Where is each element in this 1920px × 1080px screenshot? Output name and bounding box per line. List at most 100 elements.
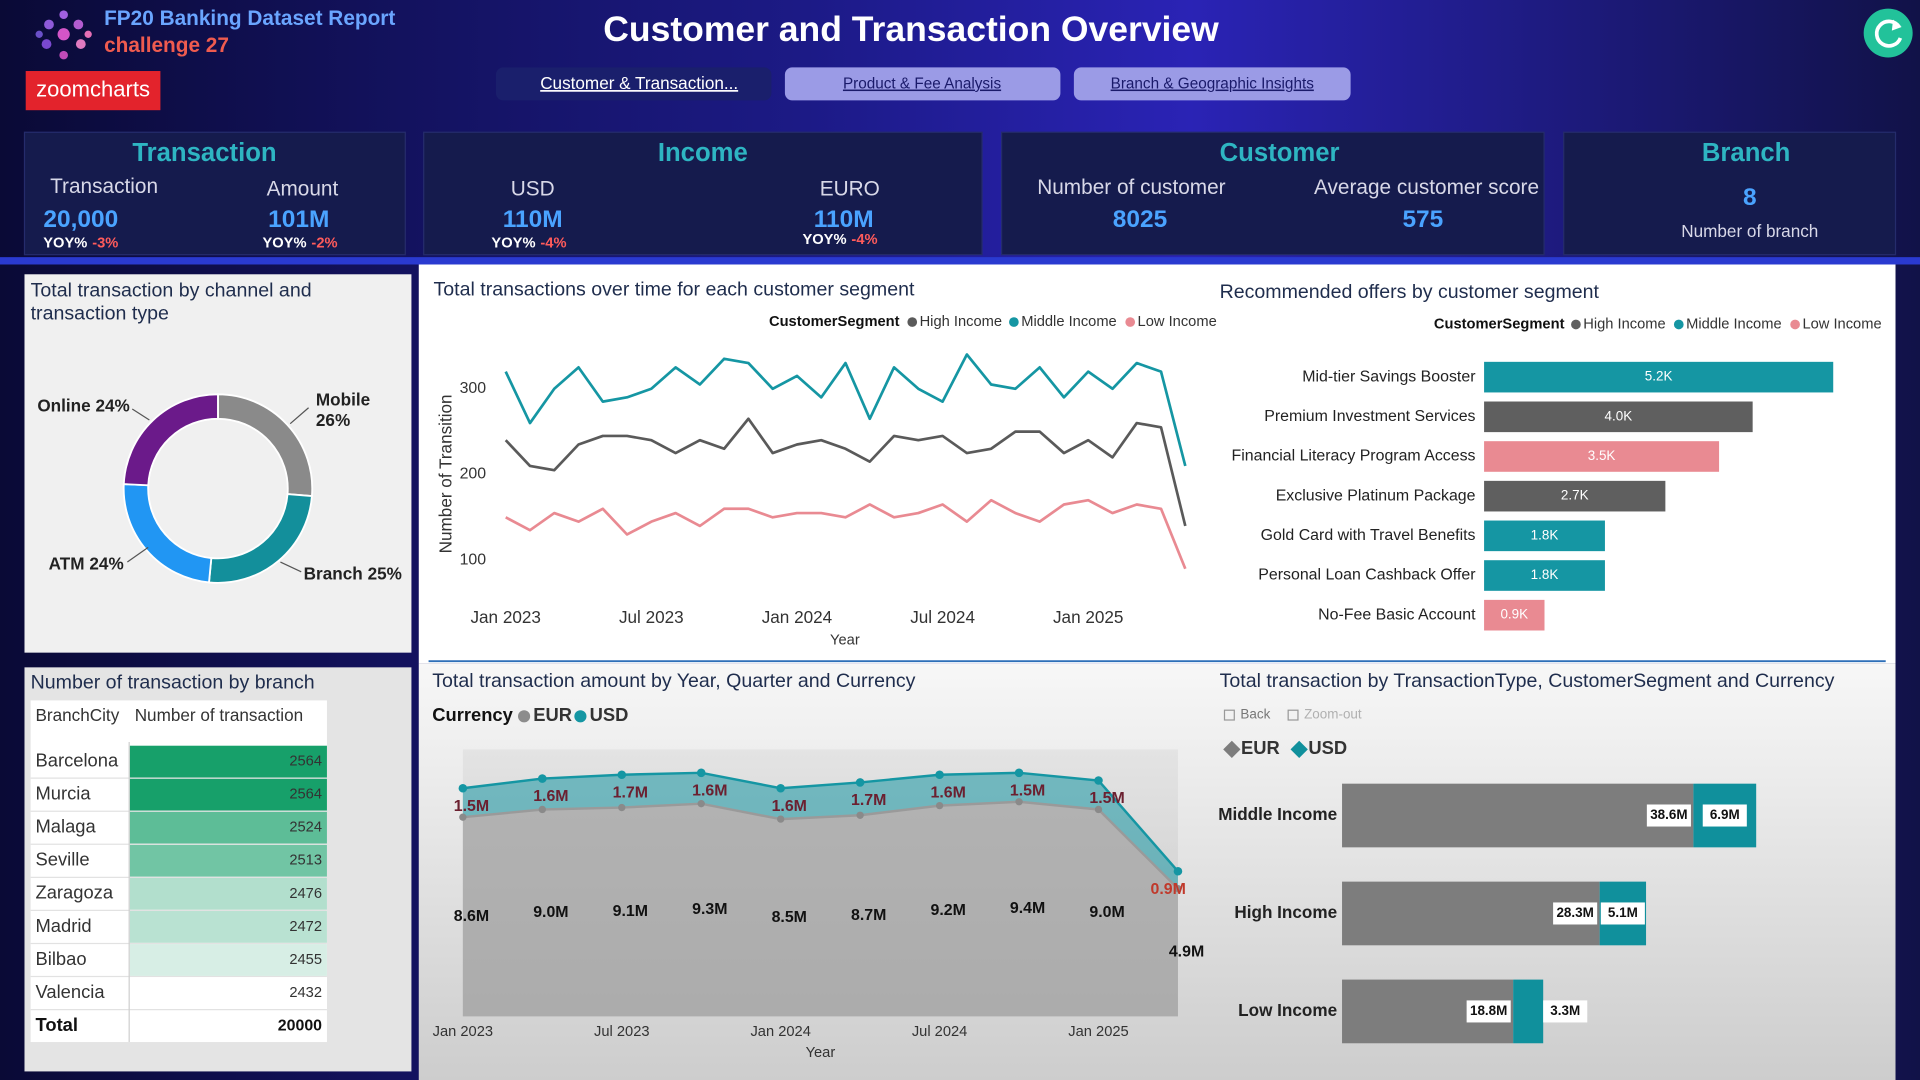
- button-icon[interactable]: [1287, 709, 1299, 721]
- legend-title: CustomerSegment: [769, 314, 900, 330]
- table-cell: [129, 811, 327, 844]
- x-axis-label: Year: [830, 632, 860, 648]
- x-tick-label: Jul 2023: [594, 1024, 650, 1040]
- nav-tab-label[interactable]: Branch & Geographic Insights: [1111, 76, 1315, 93]
- data-label: 3.3M: [1550, 1003, 1580, 1018]
- line-series: [504, 353, 1187, 467]
- kpi-label: Number of customer: [1037, 176, 1225, 199]
- label-box: [1646, 804, 1691, 827]
- data-point: [1014, 768, 1024, 778]
- bar: [1513, 979, 1544, 1044]
- table-cell: [129, 877, 327, 910]
- data-label: 9.4M: [1010, 900, 1045, 917]
- legend-label: EUR: [533, 704, 572, 725]
- table-number: 2455: [289, 952, 322, 968]
- data-label: 9.0M: [1089, 904, 1124, 921]
- donut-slice: [122, 393, 219, 487]
- page-title: Customer and Transaction Overview: [603, 9, 1219, 49]
- table-number: 2513: [289, 853, 322, 869]
- table-text: Madrid: [36, 915, 92, 936]
- kpi-title: Transaction: [132, 139, 276, 167]
- button-icon[interactable]: [1223, 709, 1235, 721]
- table-text: Bilbao: [36, 948, 87, 969]
- category-label: Premium Investment Services: [1264, 408, 1475, 425]
- data-label: 38.6M: [1650, 807, 1687, 822]
- x-tick-label: Jan 2025: [1053, 607, 1123, 627]
- category-label: ATM: [49, 553, 85, 573]
- legend-marker: [574, 710, 587, 723]
- data-point: [696, 768, 706, 778]
- data-point: [776, 783, 785, 793]
- data-point: [458, 783, 468, 793]
- yoy-label: YOY%: [43, 236, 87, 252]
- data-point: [617, 770, 627, 780]
- data-label: 9.2M: [930, 902, 965, 919]
- logo-text: zoomcharts: [36, 76, 150, 101]
- legend-label: High Income: [1583, 316, 1665, 332]
- legend-marker: [1009, 317, 1019, 327]
- leader-line: [131, 408, 150, 421]
- data-point: [856, 811, 864, 819]
- table-number: 2432: [289, 985, 322, 1001]
- yoy-value: -3%: [92, 236, 118, 252]
- table-number: 2564: [289, 754, 322, 770]
- data-label: 18.8M: [1470, 1003, 1507, 1018]
- x-tick-label: Jan 2023: [433, 1024, 493, 1040]
- label-box: [1702, 804, 1747, 827]
- legend-title: Currency: [432, 704, 513, 725]
- bar: [1484, 560, 1605, 591]
- kpi-yoy: YOY% -4%: [491, 236, 566, 252]
- data-point: [538, 805, 546, 814]
- chart-title: Total transaction amount by Year, Quarte…: [432, 670, 915, 692]
- value-label: 24%: [89, 553, 123, 573]
- button-label[interactable]: Zoom-out: [1304, 707, 1362, 722]
- data-label: 5.1M: [1608, 905, 1638, 920]
- data-point: [935, 770, 944, 780]
- data-label: 1.7M: [613, 784, 648, 801]
- category-label: No-Fee Basic Account: [1318, 606, 1476, 623]
- category-label: Middle Income: [1218, 804, 1337, 824]
- column-header: Number of transaction: [135, 705, 303, 725]
- data-label: 1.6M: [692, 782, 727, 799]
- table-number: 2472: [289, 919, 322, 935]
- refresh-button[interactable]: [1863, 8, 1913, 58]
- area-series: [462, 801, 1178, 1017]
- nav-tab[interactable]: [784, 67, 1061, 101]
- kpi-value: 8: [1743, 184, 1757, 211]
- kpi-value: 110M: [503, 206, 563, 233]
- data-point: [1173, 866, 1183, 876]
- kpi-value: 101M: [268, 206, 329, 233]
- data-point: [1174, 884, 1182, 893]
- leader-line: [289, 407, 309, 425]
- value-label: 25%: [368, 563, 402, 583]
- table-cell: [129, 844, 327, 877]
- kpi-label: EURO: [820, 177, 880, 200]
- nav-tab[interactable]: [495, 67, 772, 101]
- yoy-label: YOY%: [491, 236, 535, 252]
- table-text: Barcelona: [36, 749, 119, 770]
- data-label: 8.5M: [772, 909, 807, 926]
- table-total: Total: [36, 1014, 79, 1035]
- leader-line: [126, 546, 149, 563]
- data-label: 3.5K: [1588, 448, 1616, 463]
- area-line: [462, 800, 1179, 890]
- data-label: ATM 24%: [49, 553, 124, 573]
- legend-label: USD: [590, 704, 629, 725]
- label-box: [1466, 1000, 1511, 1023]
- data-label: Online 24%: [37, 395, 129, 415]
- legend-marker: [518, 710, 531, 723]
- data-label: Branch 25%: [304, 563, 402, 583]
- nav-tab-label[interactable]: Customer & Transaction...: [540, 73, 738, 93]
- data-label: 1.8K: [1531, 527, 1559, 542]
- kpi-value: 20,000: [43, 206, 118, 233]
- data-label: 9.0M: [533, 904, 568, 921]
- legend-marker: [1223, 740, 1241, 759]
- category-label: Branch: [304, 563, 363, 583]
- nav-tab-label[interactable]: Product & Fee Analysis: [843, 76, 1001, 93]
- data-label: 9.1M: [613, 903, 648, 920]
- table-cell: [129, 944, 327, 976]
- category-label: Low Income: [1238, 1000, 1337, 1020]
- nav-tab[interactable]: [1073, 67, 1351, 101]
- button-label[interactable]: Back: [1240, 707, 1270, 722]
